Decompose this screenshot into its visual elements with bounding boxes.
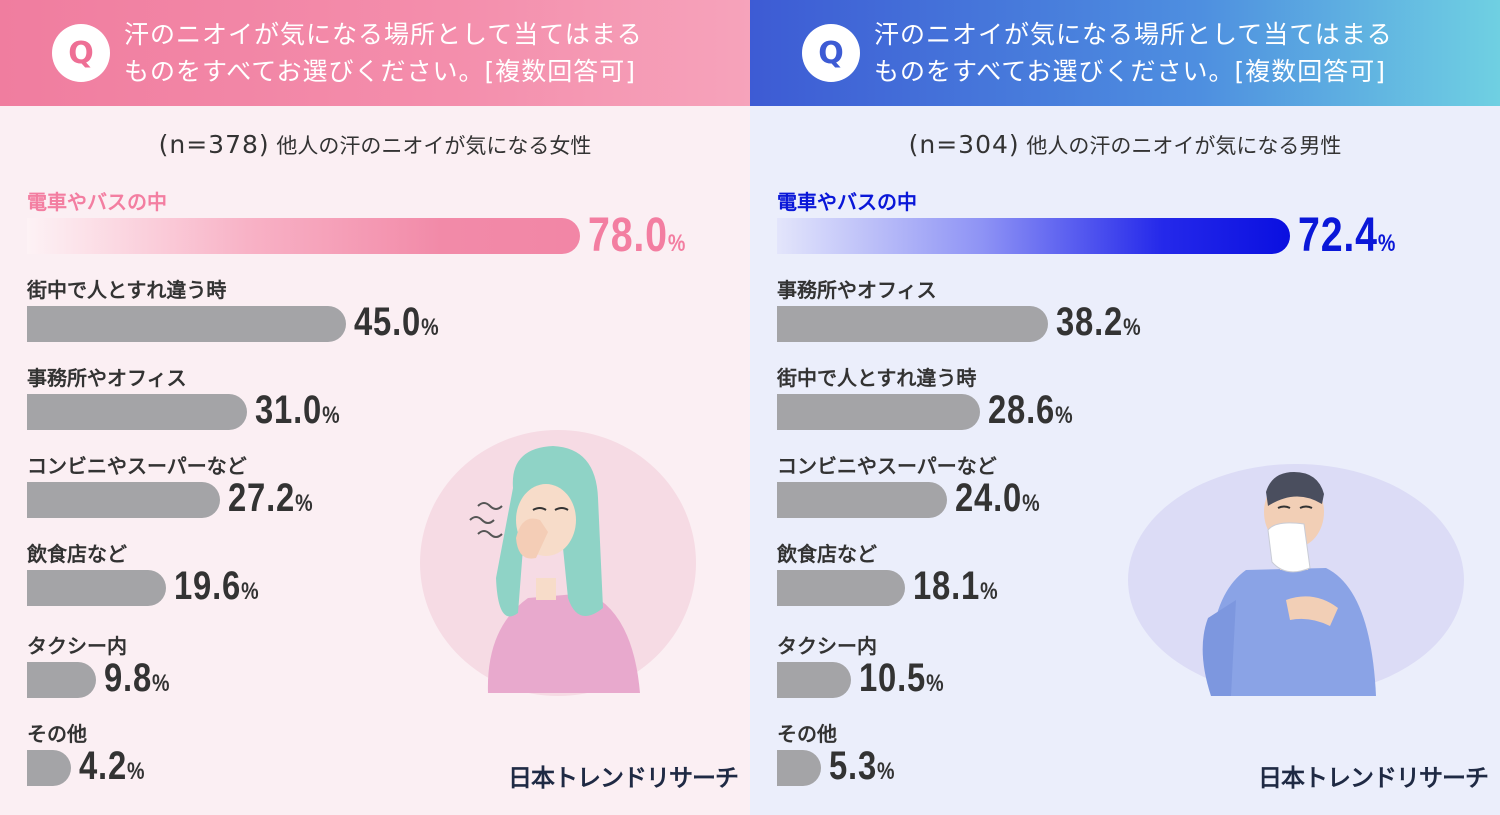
sample-size: (n=304) [908,130,1020,159]
bar [27,662,96,698]
chart-subtitle: (n=378) 他人の汗のニオイが気になる女性 [0,130,750,160]
percent-sign: % [1377,230,1397,257]
value-number: 19.6 [174,564,242,608]
bar [777,218,1290,254]
bar [27,570,166,606]
value-number: 28.6 [988,388,1056,432]
question-header: Q 汗のニオイが気になる場所として当てはまる ものをすべてお選びください。[複数… [0,0,750,106]
brand-logo: 日本トレンドリサーチ [508,764,739,792]
value-label: 78.0% [588,208,686,263]
question-header: Q 汗のニオイが気になる場所として当てはまる ものをすべてお選びください。[複数… [750,0,1500,106]
value-number: 27.2 [228,476,296,520]
value-label: 28.6% [988,388,1073,433]
percent-sign: % [926,670,945,697]
category-label: その他 [777,722,837,746]
value-label: 38.2% [1056,300,1141,345]
percent-sign: % [667,230,687,257]
value-number: 31.0 [255,388,323,432]
brand-logo: 日本トレンドリサーチ [1258,764,1489,792]
percent-sign: % [322,402,341,429]
category-label: タクシー内 [777,634,877,658]
bar [777,482,947,518]
question-text: 汗のニオイが気になる場所として当てはまる ものをすべてお選びください。[複数回答… [874,16,1494,90]
category-label: 飲食店など [27,542,127,566]
question-line-2: ものをすべてお選びください。[複数回答可] [124,57,637,86]
value-number: 72.4 [1298,209,1378,262]
category-label: タクシー内 [27,634,127,658]
bar [777,570,905,606]
value-number: 45.0 [354,300,422,344]
percent-sign: % [980,578,999,605]
sample-size: (n=378) [158,130,270,159]
percent-sign: % [241,578,260,605]
percent-sign: % [877,758,896,785]
value-number: 10.5 [859,656,927,700]
category-label: コンビニやスーパーなど [777,454,997,478]
category-label: 街中で人とすれ違う時 [27,278,227,302]
subtitle-text: 他人の汗のニオイが気になる男性 [1026,134,1342,158]
bar [27,306,346,342]
value-label: 19.6% [174,564,259,609]
value-label: 27.2% [228,476,313,521]
percent-sign: % [295,490,314,517]
category-label: コンビニやスーパーなど [27,454,247,478]
value-label: 45.0% [354,300,439,345]
man-covering-mouth-illustration [1126,450,1466,698]
value-number: 18.1 [913,564,981,608]
bar [27,394,247,430]
bar [777,394,980,430]
category-label: 飲食店など [777,542,877,566]
question-line-1: 汗のニオイが気になる場所として当てはまる [124,20,643,49]
bar [777,662,851,698]
category-label: 事務所やオフィス [777,278,937,302]
value-number: 38.2 [1056,300,1124,344]
value-label: 31.0% [255,388,340,433]
subtitle-text: 他人の汗のニオイが気になる女性 [276,134,592,158]
chart-subtitle: (n=304) 他人の汗のニオイが気になる男性 [750,130,1500,160]
bar [27,750,71,786]
value-label: 4.2% [79,744,145,789]
question-line-2: ものをすべてお選びください。[複数回答可] [874,57,1387,86]
value-label: 18.1% [913,564,998,609]
category-label: 電車やバスの中 [777,190,917,214]
question-line-1: 汗のニオイが気になる場所として当てはまる [874,20,1393,49]
percent-sign: % [1123,314,1142,341]
bar [27,482,220,518]
percent-sign: % [152,670,171,697]
percent-sign: % [1055,402,1074,429]
male-panel: Q 汗のニオイが気になる場所として当てはまる ものをすべてお選びください。[複数… [750,0,1500,815]
value-label: 5.3% [829,744,895,789]
category-label: その他 [27,722,87,746]
bar [777,750,821,786]
category-label: 電車やバスの中 [27,190,167,214]
value-number: 9.8 [104,656,153,700]
value-label: 9.8% [104,656,170,701]
q-badge: Q [802,24,860,82]
value-number: 78.0 [588,209,668,262]
percent-sign: % [127,758,146,785]
percent-sign: % [421,314,440,341]
value-label: 10.5% [859,656,944,701]
question-text: 汗のニオイが気になる場所として当てはまる ものをすべてお選びください。[複数回答… [124,16,744,90]
value-number: 5.3 [829,744,878,788]
bar [777,306,1048,342]
woman-covering-nose-illustration [418,428,698,698]
value-number: 4.2 [79,744,128,788]
value-label: 72.4% [1298,208,1396,263]
bar [27,218,580,254]
category-label: 街中で人とすれ違う時 [777,366,977,390]
category-label: 事務所やオフィス [27,366,187,390]
q-badge: Q [52,24,110,82]
percent-sign: % [1022,490,1041,517]
value-number: 24.0 [955,476,1023,520]
value-label: 24.0% [955,476,1040,521]
female-panel: Q 汗のニオイが気になる場所として当てはまる ものをすべてお選びください。[複数… [0,0,750,815]
